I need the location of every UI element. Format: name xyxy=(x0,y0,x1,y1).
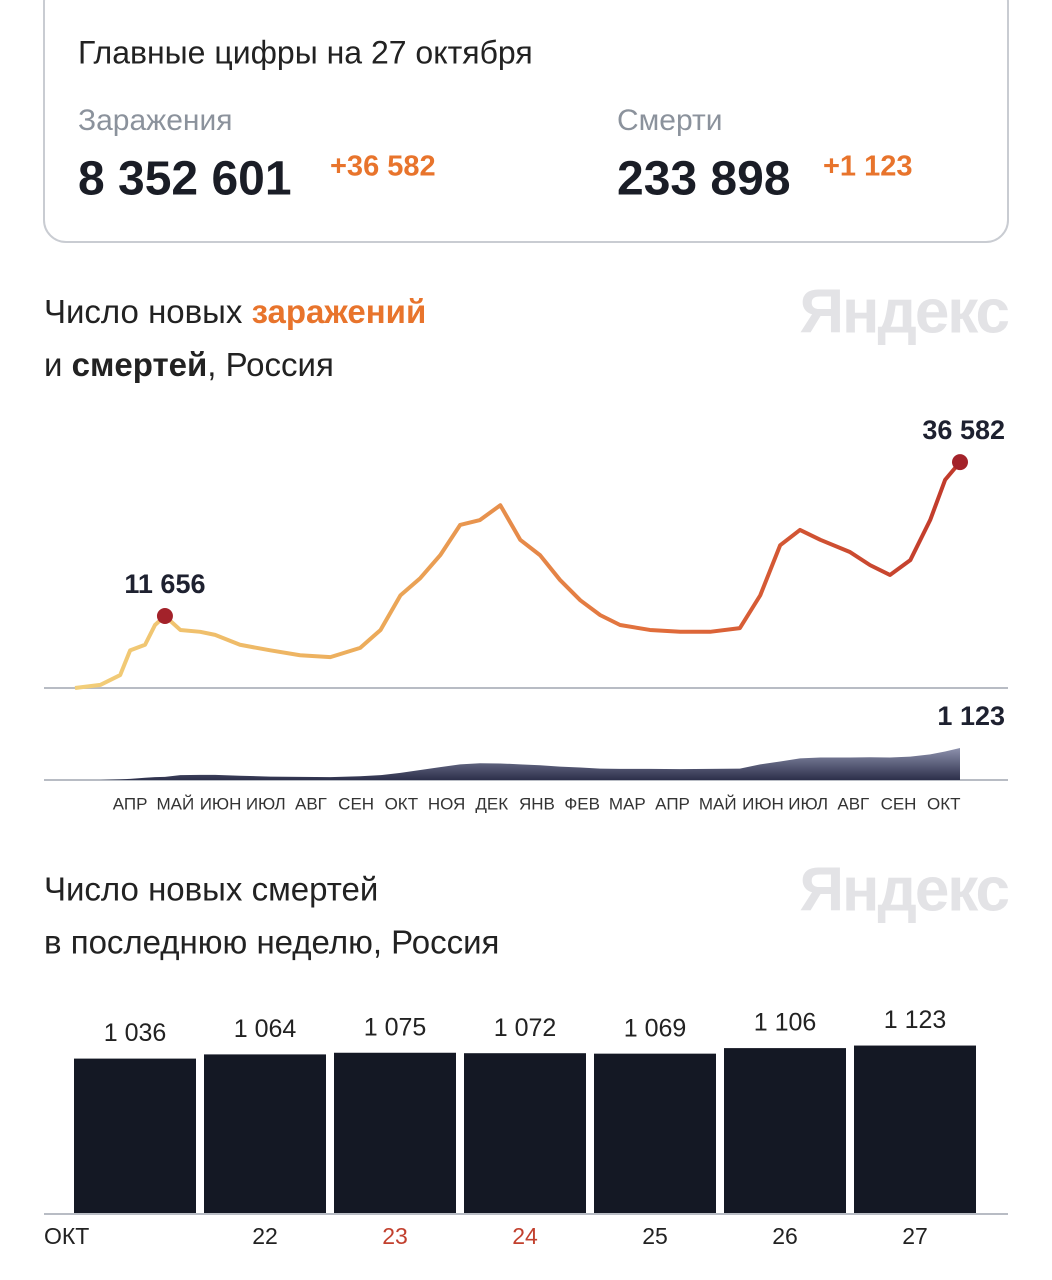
value-label: 1 106 xyxy=(754,1009,817,1037)
x-tick-label: 25 xyxy=(642,1223,668,1249)
deaths-area xyxy=(75,748,960,780)
x-tick-label: 27 xyxy=(902,1223,928,1249)
value-label: 36 582 xyxy=(922,415,1005,445)
x-tick-label: ИЮЛ xyxy=(246,794,286,813)
summary-value: 233 898 xyxy=(617,153,791,206)
chart-title: и смертей, Россия xyxy=(44,346,334,383)
summary-delta: +1 123 xyxy=(823,151,913,183)
title-part: смертей xyxy=(72,346,208,383)
x-tick-label: АПР xyxy=(113,794,148,813)
x-tick-label: ДЕК xyxy=(475,794,508,813)
x-tick-label: ОКТ xyxy=(44,1223,89,1249)
summary-label: Смерти xyxy=(617,104,723,137)
value-label: 1 123 xyxy=(937,701,1005,731)
bar xyxy=(594,1053,716,1214)
watermark: Яндекс xyxy=(799,855,1008,924)
x-tick-label: СЕН xyxy=(881,794,917,813)
point-marker xyxy=(156,608,173,625)
x-tick-label: ИЮЛ xyxy=(788,794,828,813)
x-tick-label: ИЮН xyxy=(200,794,242,813)
value-label: 1 075 xyxy=(364,1013,427,1041)
x-tick-label: МАР xyxy=(609,794,646,813)
x-tick-label: 22 xyxy=(252,1223,278,1249)
x-tick-label: АПР xyxy=(655,794,690,813)
x-tick-label: АВГ xyxy=(295,794,327,813)
x-tick-label: 24 xyxy=(512,1223,538,1249)
x-tick-label: ФЕВ xyxy=(564,794,600,813)
x-tick-label: 26 xyxy=(772,1223,798,1249)
bar xyxy=(724,1048,846,1214)
x-tick-label: МАЙ xyxy=(156,794,194,813)
x-tick-label: НОЯ xyxy=(428,794,465,813)
x-tick-label: МАЙ xyxy=(699,794,737,813)
bar xyxy=(854,1045,976,1214)
summary-title: Главные цифры на 27 октября xyxy=(78,34,533,70)
x-tick-label: СЕН xyxy=(338,794,374,813)
bar xyxy=(74,1058,196,1214)
value-label: 1 072 xyxy=(494,1014,557,1042)
cases-line xyxy=(74,460,962,690)
x-tick-label: АВГ xyxy=(837,794,869,813)
title-part: Число новых xyxy=(44,293,252,330)
summary-label: Заражения xyxy=(78,104,233,137)
chart-title: в последнюю неделю, Россия xyxy=(44,924,499,961)
value-label: 1 069 xyxy=(624,1014,687,1042)
summary-value: 8 352 601 xyxy=(78,153,292,206)
title-part: и xyxy=(44,346,72,383)
x-tick-label: ОКТ xyxy=(385,794,419,813)
x-tick-label: 23 xyxy=(382,1223,408,1249)
bar xyxy=(464,1053,586,1214)
point-marker xyxy=(952,454,968,471)
x-tick-label: ЯНВ xyxy=(519,794,555,813)
x-tick-label: ИЮН xyxy=(742,794,784,813)
value-label: 1 123 xyxy=(884,1006,947,1034)
summary-delta: +36 582 xyxy=(330,151,436,183)
x-tick-label: ОКТ xyxy=(927,794,961,813)
chart-title: Число новых заражений xyxy=(44,293,426,330)
watermark: Яндекс xyxy=(799,277,1008,346)
value-label: 11 656 xyxy=(124,569,205,599)
value-label: 1 036 xyxy=(104,1019,167,1047)
title-part: заражений xyxy=(252,293,427,330)
title-part: , Россия xyxy=(207,346,334,383)
summary-card xyxy=(43,0,1009,243)
value-label: 1 064 xyxy=(234,1015,297,1043)
bar xyxy=(204,1054,326,1214)
chart-title: Число новых смертей xyxy=(44,871,378,908)
bar xyxy=(334,1052,456,1214)
